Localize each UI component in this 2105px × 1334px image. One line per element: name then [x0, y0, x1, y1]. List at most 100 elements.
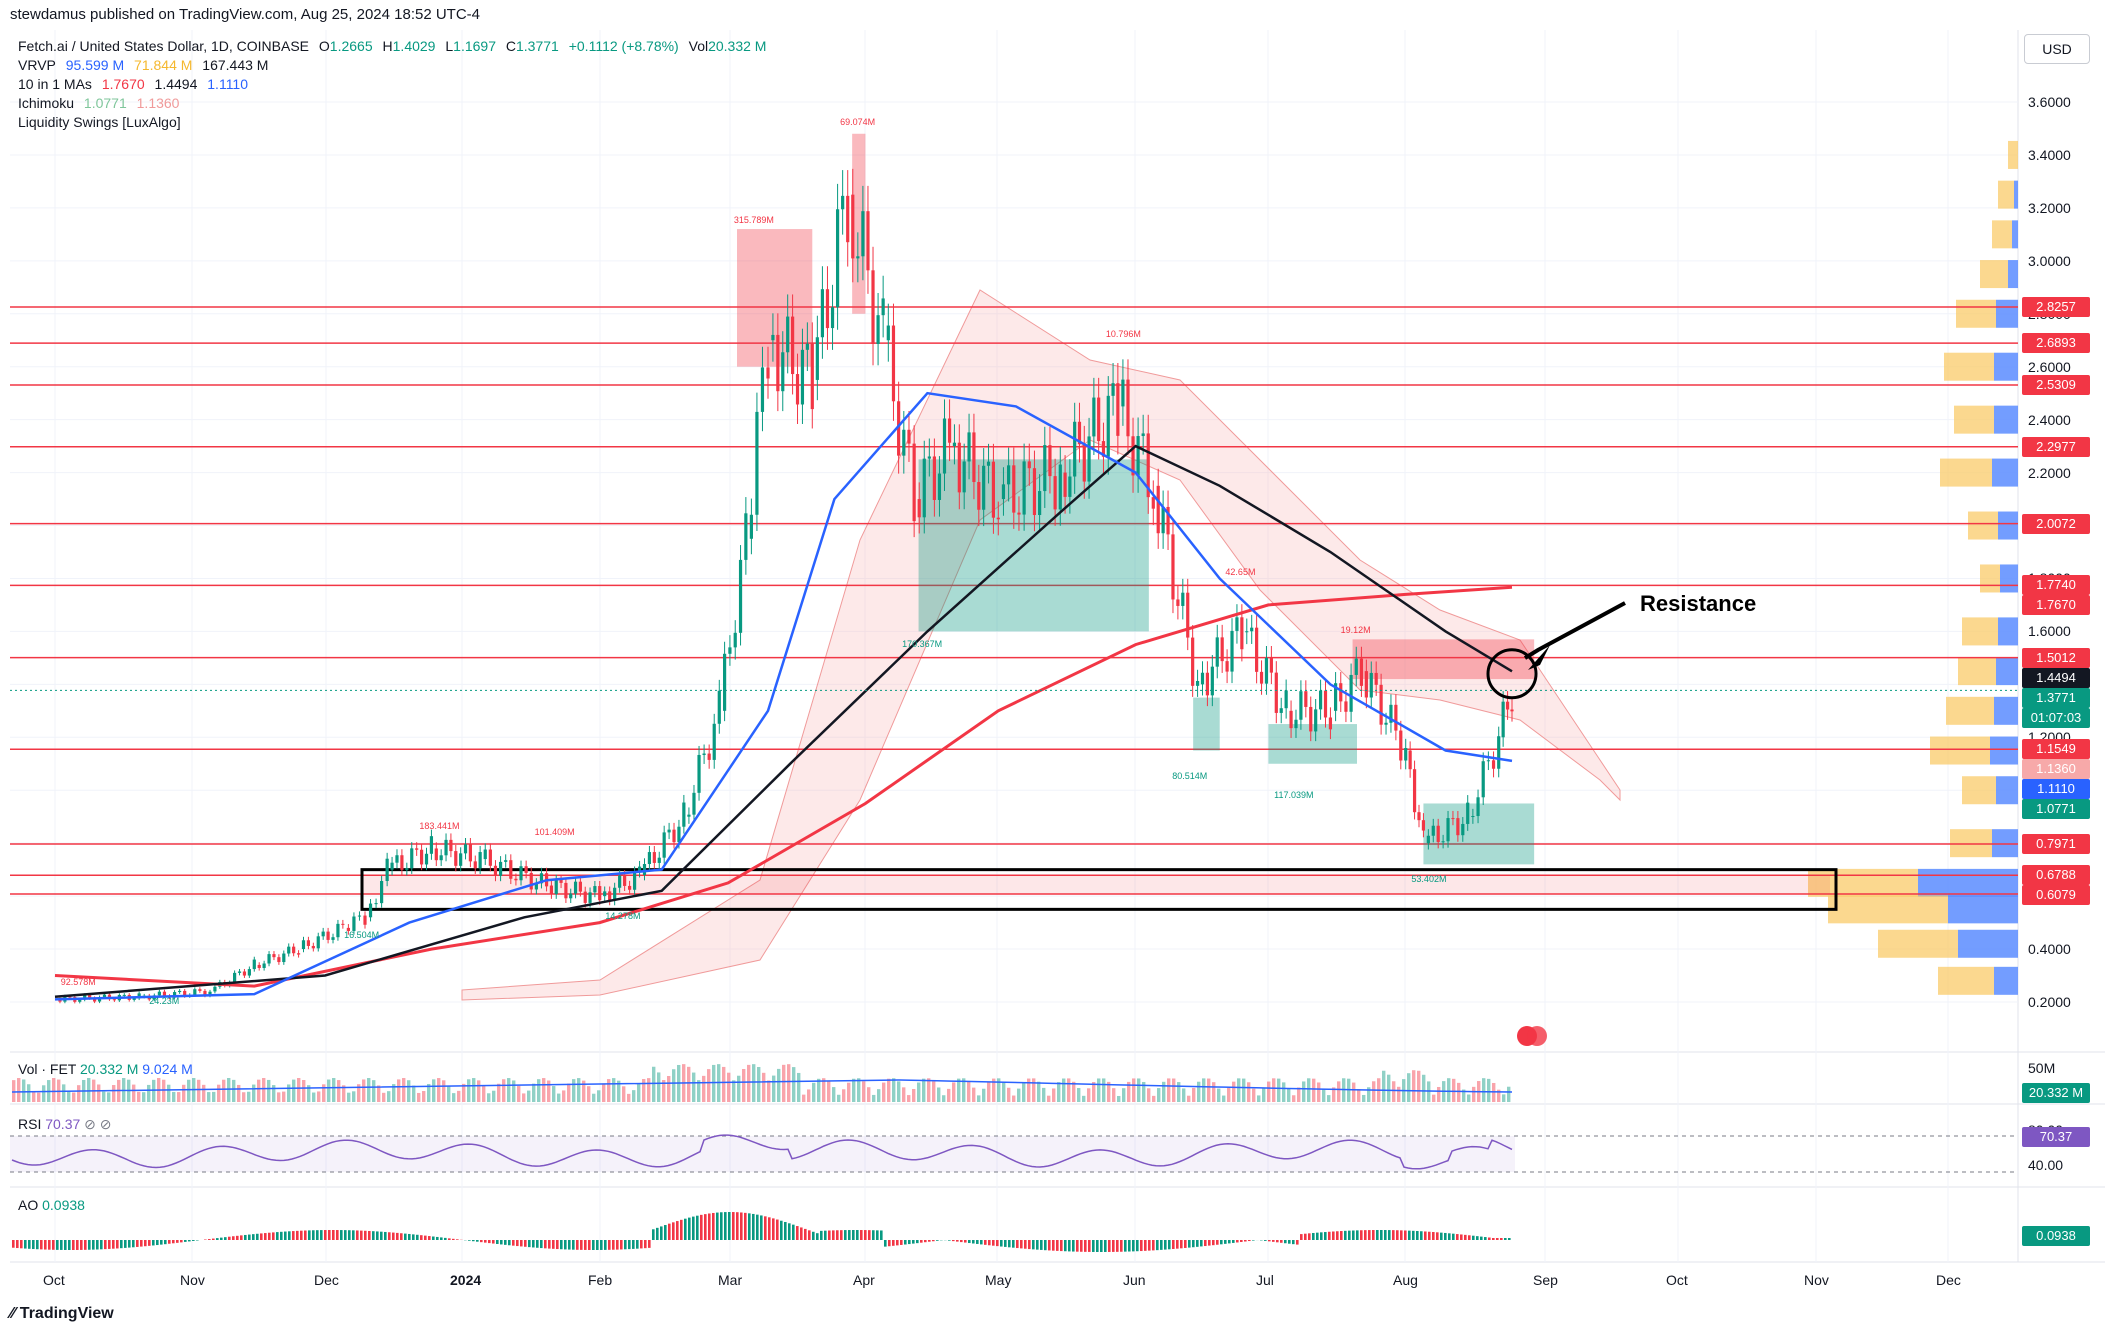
candle-body — [1032, 468, 1037, 516]
ao-bar — [880, 1230, 883, 1240]
volume-bar — [1012, 1095, 1016, 1102]
ao-legend[interactable]: AO 0.0938 — [18, 1197, 85, 1213]
rsi-eye-icon[interactable]: ⊘ — [84, 1116, 96, 1132]
rsi-settings-icon[interactable]: ⊘ — [99, 1116, 112, 1132]
ao-bar — [976, 1240, 979, 1244]
volume-bar — [187, 1079, 191, 1102]
volume-bar — [517, 1085, 521, 1102]
volume-bar — [72, 1092, 76, 1102]
tradingview-logo[interactable]: ⁄⁄ TradingView — [10, 1305, 114, 1323]
ao-bar — [448, 1238, 451, 1240]
vrvp-bar-up — [1956, 299, 1996, 328]
ma-line-red — [54, 585, 1513, 988]
volume-bar — [477, 1080, 481, 1102]
candle-body — [68, 996, 72, 998]
volume-bar — [647, 1078, 651, 1102]
rsi-legend[interactable]: RSI 70.37 ⊘ ⊘ — [18, 1116, 112, 1133]
ao-bar — [104, 1240, 107, 1250]
volume-bar — [222, 1079, 226, 1102]
volume-bar — [962, 1078, 966, 1102]
candle-body — [1245, 631, 1249, 633]
volume-bar — [537, 1079, 541, 1102]
volume-bar — [1037, 1081, 1041, 1102]
ao-bar — [36, 1240, 39, 1250]
x-tick-label: Nov — [180, 1272, 205, 1288]
vrvp-bar-up — [1962, 617, 1998, 646]
ao-bar — [1076, 1240, 1079, 1252]
ao-bar — [436, 1236, 439, 1240]
ao-bar — [528, 1240, 531, 1248]
ao-bar — [760, 1215, 763, 1240]
volume-bar — [232, 1079, 236, 1102]
candle-body — [1210, 666, 1214, 696]
ichimoku-legend[interactable]: Ichimoku 1.0771 1.1360 — [18, 95, 185, 111]
candle-body — [1087, 436, 1091, 482]
candle-body — [1225, 661, 1229, 672]
ao-bar — [800, 1227, 803, 1240]
liquidity-legend[interactable]: Liquidity Swings [LuxAlgo] — [18, 114, 187, 130]
volume-bar — [282, 1091, 286, 1102]
volume-bar — [482, 1085, 486, 1102]
price-axis-label: 2.5309 — [2022, 374, 2090, 395]
candle-body — [1289, 710, 1293, 729]
volume-bar — [1387, 1074, 1391, 1102]
candle-body — [213, 986, 217, 992]
ao-bar — [400, 1233, 403, 1240]
ichimoku-value-1: 1.0771 — [83, 95, 127, 111]
volume-bar — [1332, 1087, 1336, 1102]
ao-bar — [152, 1240, 155, 1246]
candle-body — [549, 885, 554, 895]
ao-bar — [700, 1214, 703, 1240]
us-flag-icon — [1527, 1026, 1547, 1046]
ao-bar — [888, 1240, 891, 1247]
ao-bar — [612, 1240, 615, 1250]
candle-body — [1176, 599, 1180, 606]
ao-bar — [1456, 1234, 1459, 1240]
vrvp-legend[interactable]: VRVP 95.599 M 71.844 M 167.443 M — [18, 57, 274, 73]
candle-body — [1073, 421, 1077, 477]
resistance-arrow-shaft — [1523, 601, 1626, 660]
volume-bar — [852, 1078, 856, 1102]
ao-bar — [1472, 1235, 1475, 1240]
ao-bar — [1088, 1240, 1091, 1252]
candle-body — [697, 754, 701, 793]
ma-legend[interactable]: 10 in 1 MAs 1.7670 1.4494 1.1110 — [18, 76, 254, 92]
ao-bar — [320, 1230, 323, 1240]
volume-last-label: 20.332 M — [2022, 1083, 2090, 1103]
candle-body — [1299, 691, 1303, 720]
ma-value-2: 1.4494 — [154, 76, 198, 92]
ao-bar — [540, 1240, 543, 1249]
volume-bar — [1062, 1078, 1066, 1102]
tv-brand-text: TradingView — [19, 1305, 114, 1322]
ao-bar — [408, 1233, 411, 1240]
ao-bar — [956, 1240, 959, 1242]
ao-bar — [500, 1240, 503, 1245]
ao-bar — [564, 1240, 567, 1250]
volume-bar — [352, 1091, 356, 1102]
x-tick-label: May — [985, 1272, 1012, 1288]
ao-bar — [56, 1240, 59, 1250]
volume-legend[interactable]: Vol · FET 20.332 M 9.024 M — [18, 1061, 193, 1077]
volume-bar — [1227, 1087, 1231, 1102]
vrvp-bar-up — [1878, 929, 1958, 958]
ao-bar — [588, 1240, 591, 1250]
volume-bar — [632, 1090, 636, 1102]
x-tick-label: Dec — [1936, 1272, 1961, 1288]
ao-bar — [828, 1230, 831, 1240]
ao-bar — [296, 1230, 299, 1240]
ao-bar — [416, 1234, 419, 1240]
ao-bar — [544, 1240, 547, 1249]
ao-bar — [52, 1240, 55, 1250]
candle-body — [1510, 709, 1514, 712]
ao-bar — [576, 1240, 579, 1250]
currency-button[interactable]: USD — [2024, 34, 2090, 64]
volume-bar — [267, 1079, 271, 1102]
candle-body — [237, 971, 242, 973]
ao-bar — [252, 1234, 255, 1240]
volume-bar — [367, 1078, 371, 1102]
ao-bar — [1468, 1235, 1471, 1240]
volume-bar — [737, 1075, 741, 1102]
volume-bar — [17, 1078, 21, 1102]
vrvp-bar-up — [1930, 736, 1990, 765]
